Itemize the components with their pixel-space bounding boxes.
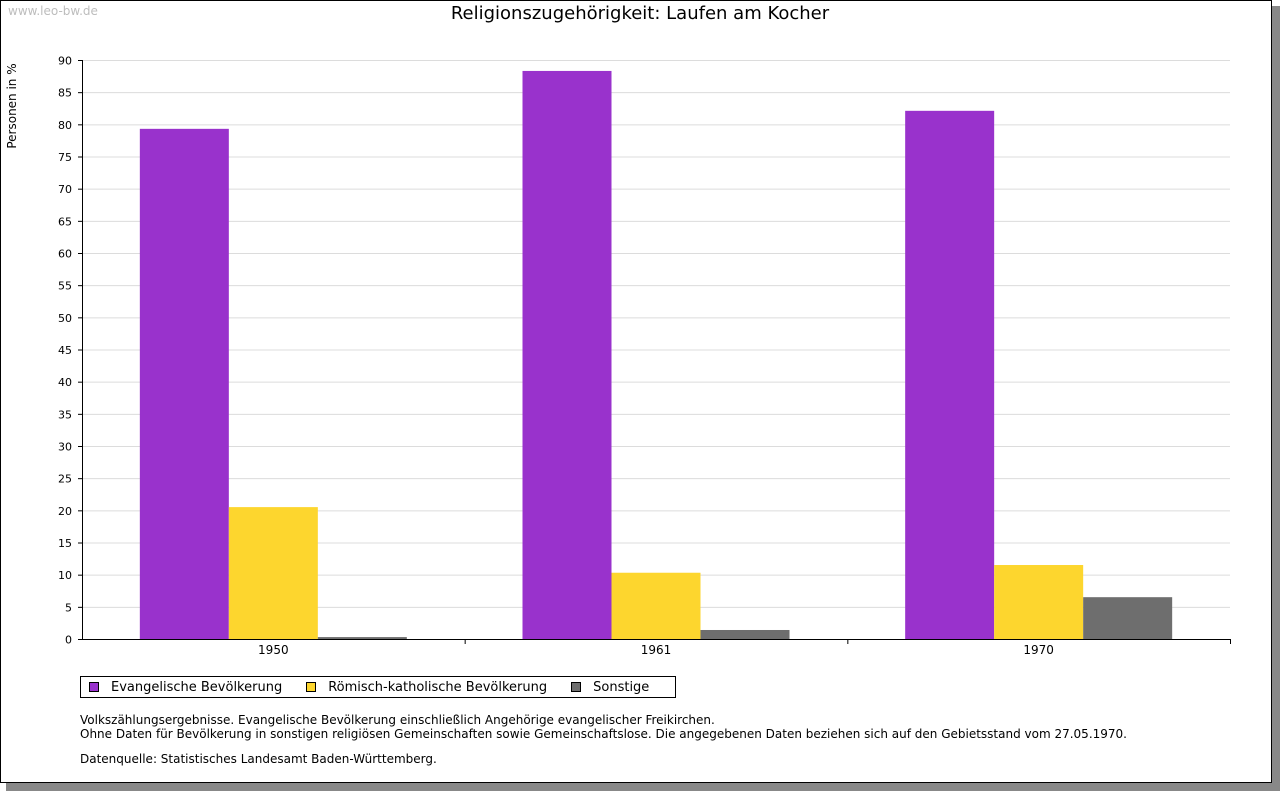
bar-evangelisch	[139, 128, 229, 639]
y-tick-label: 70	[58, 183, 72, 196]
y-tick-label: 10	[58, 569, 72, 582]
chart-notes: Volkszählungsergebnisse. Evangelische Be…	[80, 713, 1127, 741]
y-tick-label: 30	[58, 441, 72, 454]
y-tick-label: 40	[58, 376, 72, 389]
y-tick-label: 90	[58, 55, 72, 68]
bar-sonstige	[317, 637, 407, 639]
y-tick-label: 15	[58, 537, 72, 550]
x-tick-label: 1970	[1023, 643, 1054, 657]
bar-evangelisch	[522, 70, 612, 640]
y-tick-label: 0	[65, 634, 72, 647]
x-tick-label: 1950	[258, 643, 289, 657]
y-tick-label: 85	[58, 87, 72, 100]
legend-item-sonstige: Sonstige	[571, 680, 649, 695]
legend-swatch	[89, 682, 99, 692]
y-tick-label: 60	[58, 248, 72, 261]
legend-item-katholisch: Römisch-katholische Bevölkerung	[306, 680, 547, 695]
bar-katholisch	[611, 572, 701, 639]
legend-label: Evangelische Bevölkerung	[111, 679, 283, 695]
y-tick-label: 55	[58, 280, 72, 293]
note-line-2: Ohne Daten für Bevölkerung in sonstigen …	[80, 727, 1127, 741]
bar-chart: 0 5 10 15 20 25 30 35 40 45 50 55 60 65 70 75 80 85 90 1950…	[58, 55, 1231, 657]
legend-swatch	[306, 682, 317, 692]
y-tick-label: 35	[58, 408, 72, 421]
bar-sonstige	[1083, 597, 1173, 639]
watermark: www.leo-bw.de	[8, 4, 98, 18]
legend-label: Römisch-katholische Bevölkerung	[328, 679, 548, 695]
data-source: Datenquelle: Statistisches Landesamt Bad…	[80, 752, 437, 766]
y-tick-label: 80	[58, 119, 72, 132]
x-tick-label: 1961	[641, 643, 672, 657]
legend-item-evangelisch: Evangelische Bevölkerung	[89, 680, 282, 695]
y-tick-label: 20	[58, 505, 72, 518]
y-tick-label: 65	[58, 215, 72, 228]
bar-katholisch	[228, 507, 318, 639]
y-tick-label: 25	[58, 473, 72, 486]
bar-evangelisch	[905, 110, 995, 639]
legend-swatch	[571, 682, 582, 692]
legend-label: Sonstige	[593, 679, 650, 695]
note-line-1: Volkszählungsergebnisse. Evangelische Be…	[80, 713, 715, 727]
y-tick-label: 45	[58, 344, 72, 357]
y-tick-label: 75	[58, 151, 72, 164]
bar-sonstige	[700, 629, 790, 639]
legend: Evangelische Bevölkerung Römisch-katholi…	[80, 676, 676, 698]
y-tick-label: 50	[58, 312, 72, 325]
bar-katholisch	[994, 565, 1084, 639]
frame-shadow-bottom	[6, 783, 1280, 791]
chart-title: Religionszugehörigkeit: Laufen am Kocher	[450, 3, 830, 24]
frame-shadow-right	[1272, 6, 1280, 791]
y-tick-label: 5	[65, 601, 72, 614]
